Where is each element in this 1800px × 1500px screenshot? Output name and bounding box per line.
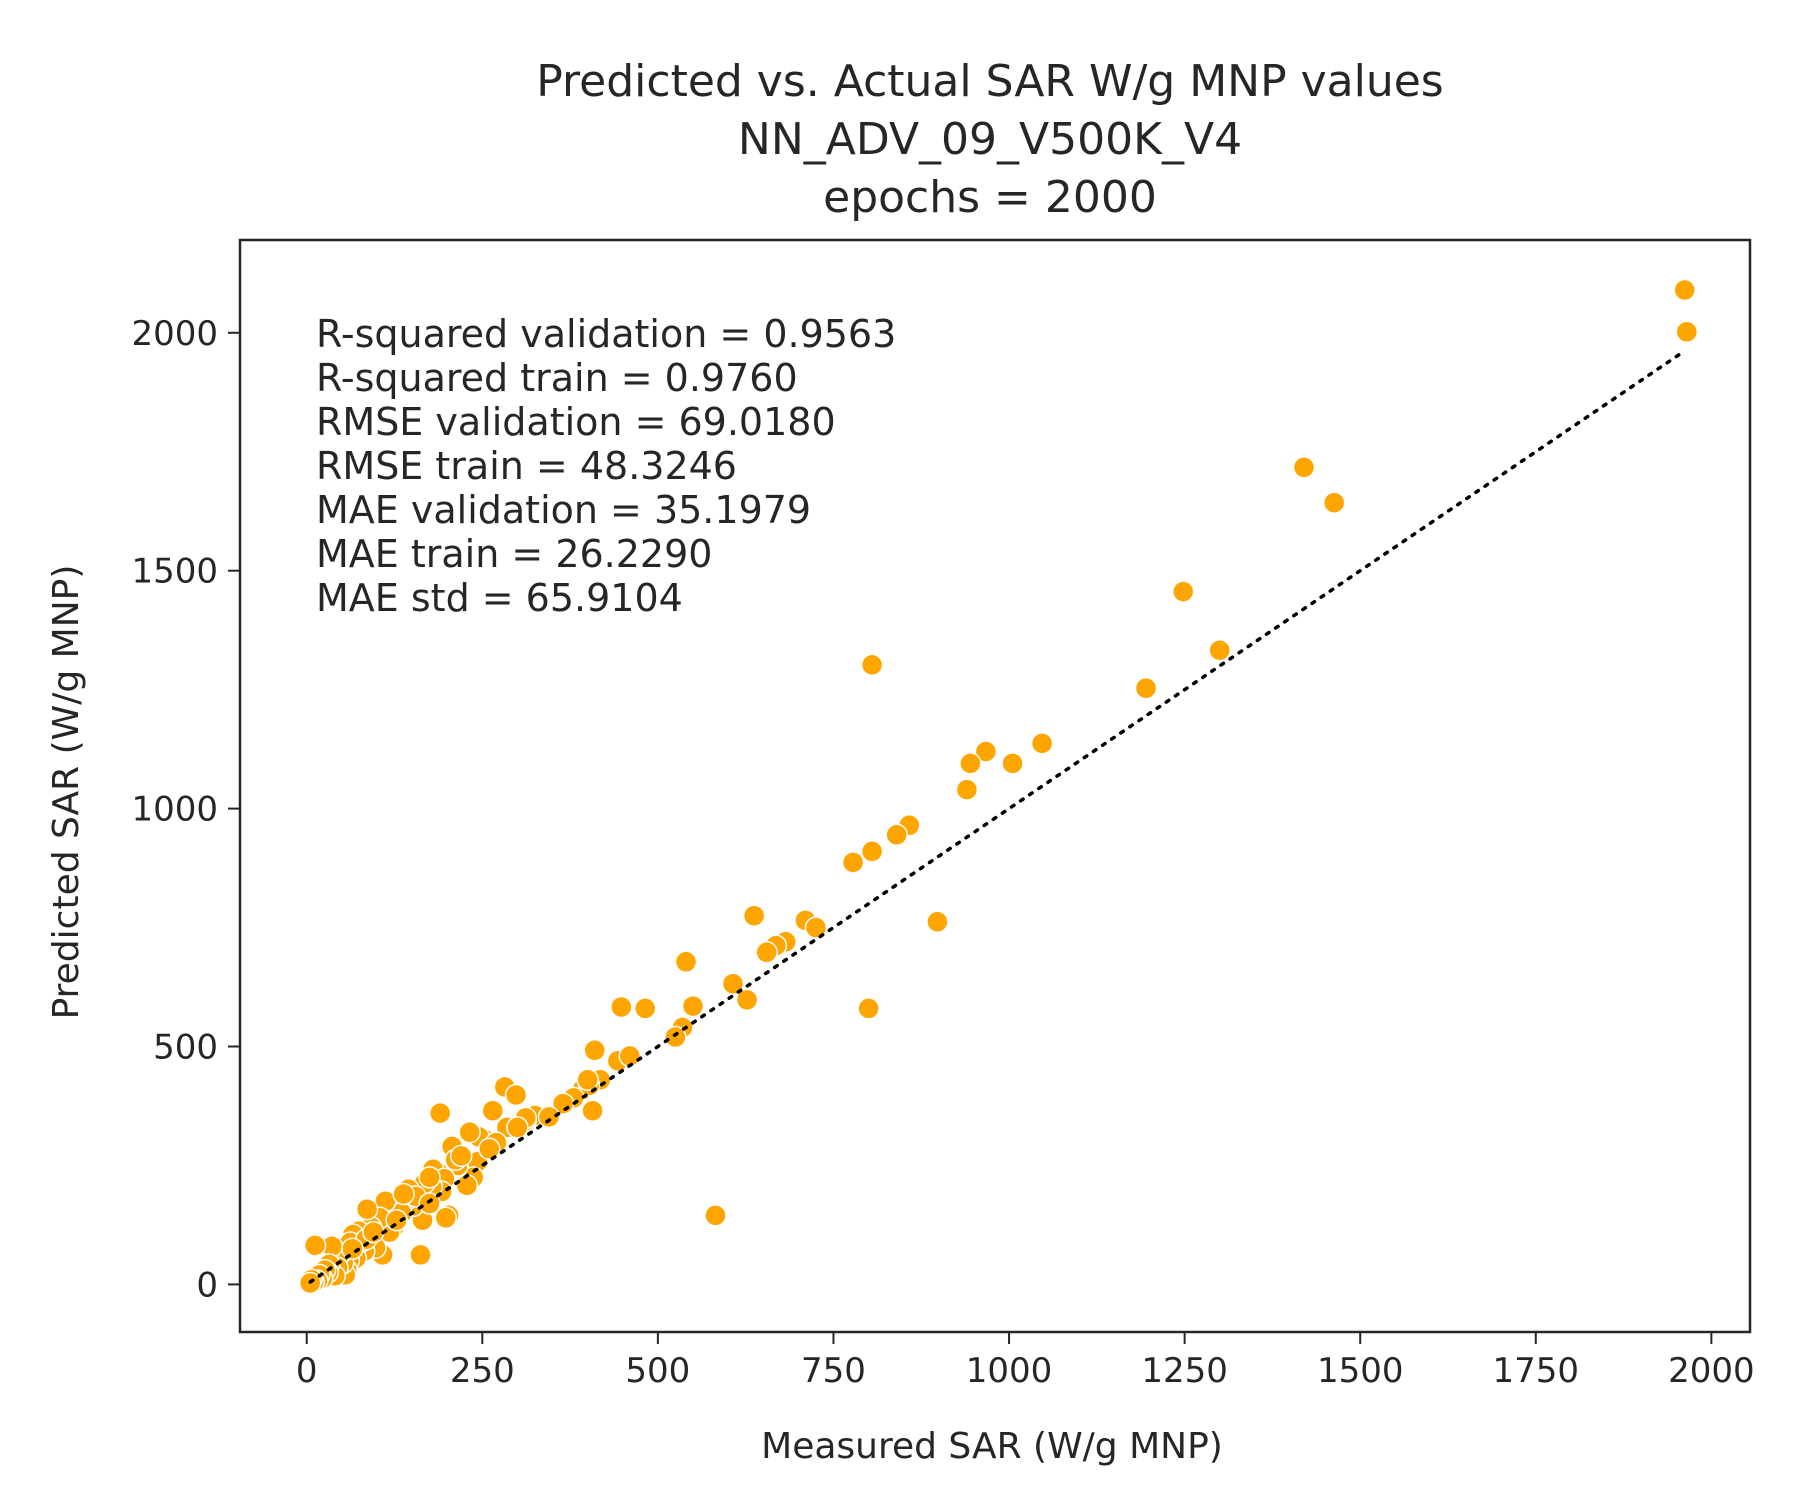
- data-point: [1322, 491, 1346, 514]
- metric-line: MAE train = 26.2290: [316, 532, 712, 576]
- data-point: [1134, 676, 1158, 700]
- plot-frame: [238, 238, 1752, 1334]
- data-point: [841, 851, 865, 874]
- data-point: [633, 997, 657, 1020]
- x-tick-label: 750: [801, 1351, 866, 1391]
- data-point: [1208, 638, 1231, 662]
- data-point: [1171, 580, 1195, 603]
- metric-line: MAE std = 65.9104: [316, 576, 683, 620]
- x-tick-label: 500: [625, 1351, 690, 1391]
- data-point: [449, 1144, 473, 1168]
- data-point: [926, 910, 949, 934]
- data-point: [1292, 456, 1316, 479]
- data-points: [298, 278, 1699, 1295]
- x-axis-ticks: 0 250 500 750 1000 1250 1500 1750 2000: [296, 1332, 1755, 1391]
- data-point: [860, 653, 884, 677]
- data-point: [1673, 278, 1696, 302]
- x-tick-label: 1500: [1317, 1351, 1404, 1391]
- data-point: [857, 997, 880, 1020]
- metric-line: R-squared validation = 0.9563: [316, 312, 896, 356]
- data-point: [303, 1234, 327, 1257]
- metric-line: RMSE validation = 69.0180: [316, 400, 836, 444]
- data-point: [355, 1197, 379, 1221]
- data-point: [581, 1099, 604, 1122]
- data-point: [409, 1243, 432, 1267]
- y-axis-ticks: 0 500 1000 1500 2000: [131, 314, 240, 1305]
- data-point: [458, 1120, 481, 1144]
- data-point: [885, 823, 908, 847]
- data-point: [583, 1039, 606, 1062]
- chart-title: Predicted vs. Actual SAR W/g MNP values …: [536, 56, 1443, 223]
- data-point: [1030, 732, 1054, 755]
- data-point: [610, 995, 633, 1019]
- identity-reference-line: [308, 350, 1686, 1284]
- data-point: [674, 950, 698, 974]
- x-tick-label: 1750: [1493, 1351, 1580, 1391]
- data-point: [735, 988, 759, 1012]
- chart-title-line-3: epochs = 2000: [823, 172, 1157, 223]
- x-tick-label: 2000: [1668, 1351, 1755, 1391]
- data-point: [478, 1137, 501, 1161]
- metric-line: R-squared train = 0.9760: [316, 356, 798, 400]
- data-point: [434, 1206, 458, 1230]
- chart-title-line-1: Predicted vs. Actual SAR W/g MNP values: [536, 56, 1443, 107]
- data-point: [959, 752, 982, 775]
- data-point: [704, 1204, 727, 1227]
- data-point: [506, 1116, 529, 1139]
- data-point: [974, 740, 998, 763]
- y-tick-label: 0: [196, 1265, 218, 1305]
- data-point: [755, 941, 778, 964]
- x-tick-label: 250: [450, 1351, 515, 1391]
- data-point: [618, 1044, 642, 1068]
- data-point: [455, 1174, 479, 1197]
- x-axis-label: Measured SAR (W/g MNP): [761, 1426, 1223, 1467]
- data-point: [742, 904, 766, 927]
- y-tick-label: 1500: [131, 552, 218, 592]
- metric-line: MAE validation = 35.1979: [316, 488, 811, 532]
- data-point: [681, 994, 705, 1018]
- data-point: [860, 840, 884, 863]
- data-point: [537, 1105, 561, 1129]
- data-point: [721, 972, 745, 995]
- data-point: [418, 1192, 441, 1215]
- data-point: [428, 1101, 452, 1125]
- x-tick-label: 1000: [966, 1351, 1053, 1391]
- y-tick-label: 500: [153, 1028, 218, 1068]
- x-tick-label: 0: [296, 1351, 318, 1391]
- data-point: [418, 1166, 441, 1189]
- y-tick-label: 2000: [131, 314, 218, 354]
- y-tick-label: 1000: [131, 790, 218, 830]
- data-point: [804, 916, 828, 939]
- chart-title-line-2: NN_ADV_09_V500K_V4: [738, 114, 1242, 165]
- data-point: [504, 1083, 528, 1107]
- x-tick-label: 1250: [1141, 1351, 1228, 1391]
- data-point: [664, 1025, 687, 1049]
- data-point: [392, 1182, 415, 1206]
- data-point: [576, 1068, 599, 1092]
- data-point: [955, 778, 979, 801]
- y-axis-label: Predicted SAR (W/g MNP): [46, 565, 87, 1020]
- data-point: [1675, 320, 1699, 344]
- metric-line: RMSE train = 48.3246: [316, 444, 737, 488]
- data-point: [481, 1099, 505, 1122]
- data-point: [1001, 752, 1024, 775]
- data-point: [341, 1237, 364, 1260]
